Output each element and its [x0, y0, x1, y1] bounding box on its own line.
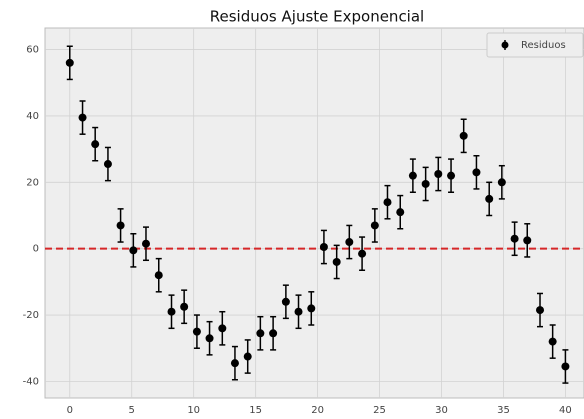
x-tick-label: 20 — [311, 405, 324, 416]
point — [319, 243, 328, 252]
point — [523, 236, 532, 245]
point — [218, 324, 227, 333]
point — [154, 271, 163, 280]
y-tick-label: 40 — [26, 111, 39, 122]
legend-marker — [501, 41, 509, 49]
point — [358, 249, 367, 258]
point — [192, 327, 201, 336]
point — [103, 160, 112, 169]
point — [332, 257, 341, 266]
y-tick-label: -20 — [23, 310, 39, 321]
x-tick-label: 0 — [67, 405, 73, 416]
point — [408, 171, 417, 180]
x-tick-label: 30 — [435, 405, 448, 416]
point — [65, 58, 74, 67]
x-tick-label: 15 — [249, 405, 262, 416]
legend-box — [486, 32, 584, 58]
point — [345, 238, 354, 247]
point — [421, 179, 430, 188]
point — [269, 329, 278, 338]
point — [548, 337, 557, 346]
x-tick-label: 10 — [187, 405, 200, 416]
y-tick-label: -40 — [23, 376, 39, 387]
plot-area — [44, 27, 584, 399]
point — [230, 359, 239, 368]
point — [447, 171, 456, 180]
point — [383, 198, 392, 207]
point — [256, 329, 265, 338]
point — [281, 297, 290, 306]
point — [294, 307, 303, 316]
point — [78, 113, 87, 122]
point — [141, 239, 150, 248]
point — [307, 304, 316, 313]
legend-label: Residuos — [521, 40, 566, 51]
point — [167, 307, 176, 316]
point — [536, 306, 545, 315]
point — [485, 194, 494, 203]
point — [370, 221, 379, 230]
point — [180, 302, 189, 311]
y-tick-label: 0 — [33, 244, 39, 255]
point — [510, 234, 519, 243]
x-tick-label: 5 — [129, 405, 135, 416]
point — [91, 140, 100, 149]
point — [116, 221, 125, 230]
x-tick-label: 40 — [559, 405, 572, 416]
point — [459, 131, 468, 140]
point — [434, 170, 443, 179]
x-tick-label: 25 — [373, 405, 386, 416]
point — [205, 334, 214, 343]
point — [561, 362, 570, 371]
chart-title: Residuos Ajuste Exponencial — [210, 8, 424, 26]
point — [243, 352, 252, 361]
point — [129, 246, 138, 255]
x-tick-label: 35 — [497, 405, 510, 416]
point — [396, 208, 405, 217]
point — [472, 168, 481, 177]
y-tick-label: 60 — [26, 45, 39, 56]
point — [497, 178, 506, 187]
y-tick-label: 20 — [26, 177, 39, 188]
